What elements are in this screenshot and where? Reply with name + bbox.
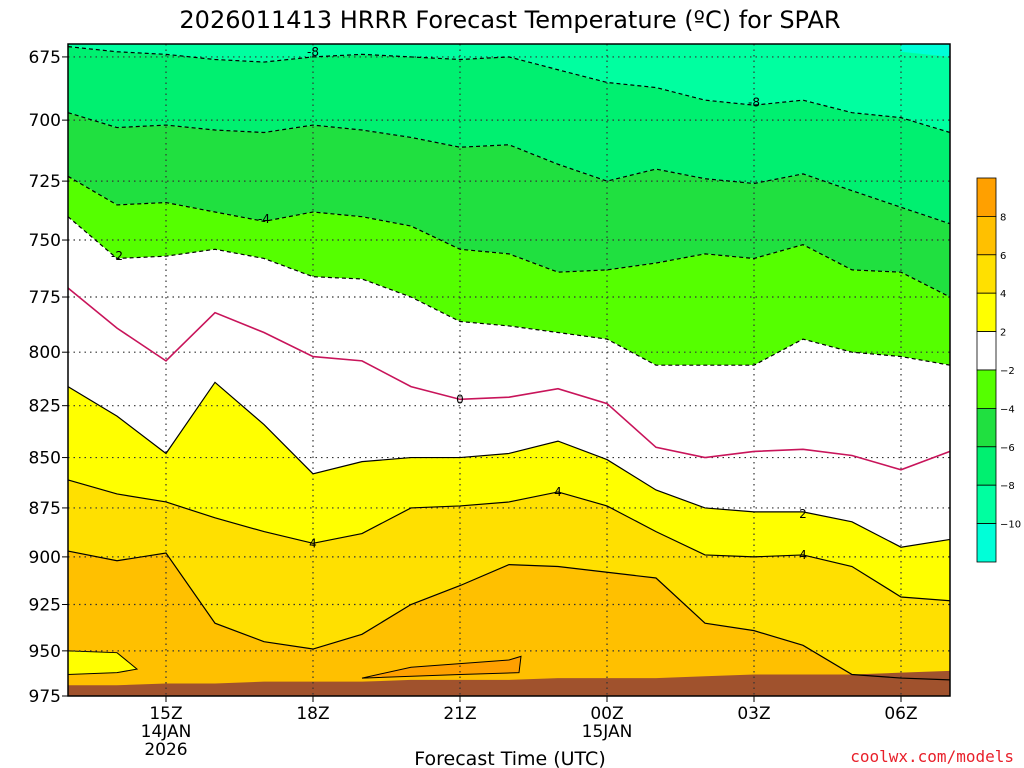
fill-band bbox=[68, 46, 950, 224]
colorbar-tick-label: −10 bbox=[1000, 520, 1021, 531]
fill-band bbox=[68, 44, 950, 133]
colorbar-swatch bbox=[976, 369, 997, 409]
x-tick-label: 00Z bbox=[590, 704, 623, 724]
contour-lines bbox=[67, 45, 951, 681]
colorbar-swatch bbox=[976, 331, 997, 371]
colorbar-tick-label: −6 bbox=[1000, 443, 1015, 454]
contour-line bbox=[67, 112, 951, 225]
contour-line bbox=[67, 216, 951, 366]
fill-band-pocket bbox=[361, 655, 522, 679]
fill-band-cold bbox=[901, 44, 950, 57]
contour-label: 0 bbox=[456, 392, 464, 406]
contour-label: 2 bbox=[799, 507, 807, 521]
x-tick-label: 03Z bbox=[737, 704, 770, 724]
colorbar-swatch bbox=[976, 215, 997, 256]
contour-line bbox=[67, 175, 951, 298]
contour-label: 4 bbox=[554, 485, 562, 499]
colorbar-swatch bbox=[976, 407, 997, 448]
contour-label: -2 bbox=[111, 249, 123, 263]
colorbar-tick-label: −8 bbox=[1000, 481, 1015, 492]
y-tick-label: 725 bbox=[29, 172, 61, 192]
fill-band bbox=[68, 176, 950, 366]
x-tick-sublabel: 15JAN bbox=[582, 722, 633, 742]
y-tick-label: 900 bbox=[29, 548, 61, 568]
colorbar-tick-label: 4 bbox=[1000, 289, 1006, 300]
y-tick-label: 950 bbox=[29, 642, 61, 662]
ground-area bbox=[68, 670, 950, 696]
ground-surface bbox=[68, 670, 950, 696]
x-tick-label: 06Z bbox=[884, 704, 917, 724]
colorbar-tick-label: 2 bbox=[1000, 328, 1006, 339]
y-tick-label: 850 bbox=[29, 449, 61, 469]
y-tick-label: 800 bbox=[29, 343, 61, 363]
contour-label: -4 bbox=[258, 212, 270, 226]
chart-title: 2026011413 HRRR Forecast Temperature (ºC… bbox=[179, 6, 840, 34]
contour-label: -8 bbox=[307, 45, 319, 59]
x-axis-label: Forecast Time (UTC) bbox=[414, 748, 605, 768]
y-tick-label: 750 bbox=[29, 231, 61, 251]
temperature-fill-bands bbox=[67, 44, 950, 696]
plot-frame bbox=[67, 43, 951, 697]
contour-label: -8 bbox=[748, 96, 760, 110]
x-tick-label: 18Z bbox=[296, 704, 329, 724]
contour-line bbox=[67, 287, 951, 471]
colorbar-swatch bbox=[976, 292, 997, 333]
contour-label: 4 bbox=[799, 548, 807, 562]
colorbar-swatch bbox=[976, 446, 997, 486]
colorbar-swatch bbox=[976, 177, 997, 217]
y-tick-label: 875 bbox=[29, 499, 61, 519]
y-tick-label: 975 bbox=[29, 687, 61, 707]
y-axis: 675 700 725 750 775 800 825 850 875 900 925 950 975 bbox=[29, 48, 68, 707]
plot-area: -8 -8 -4 -2 0 2 4 4 4 bbox=[67, 43, 951, 697]
colorbar-tick-label: −4 bbox=[1000, 404, 1015, 415]
fill-band bbox=[68, 551, 950, 696]
y-tick-label: 700 bbox=[29, 111, 61, 131]
colorbar-tick-label: 8 bbox=[1000, 212, 1006, 223]
x-tick-sublabel: 14JAN bbox=[141, 722, 192, 742]
contour-line bbox=[67, 550, 951, 681]
fill-band bbox=[68, 112, 950, 298]
colorbar-tick-label: −2 bbox=[1000, 366, 1015, 377]
colorbar: 8 6 4 2 −2 −4 −6 −8 −10 bbox=[976, 177, 1021, 563]
x-tick-sublabel: 2026 bbox=[144, 740, 187, 760]
colorbar-swatch bbox=[976, 484, 997, 525]
y-tick-label: 675 bbox=[29, 48, 61, 68]
credit-link[interactable]: coolwx.com/models bbox=[850, 747, 1014, 766]
y-tick-label: 825 bbox=[29, 397, 61, 417]
colorbar-swatch bbox=[976, 254, 997, 294]
x-tick-label: 21Z bbox=[443, 704, 476, 724]
y-tick-label: 925 bbox=[29, 596, 61, 616]
contour-line bbox=[67, 45, 951, 134]
fill-band bbox=[68, 479, 950, 680]
contour-labels: -8 -8 -4 -2 0 2 4 4 4 bbox=[111, 45, 807, 562]
y-tick-label: 775 bbox=[29, 288, 61, 308]
contour-line bbox=[67, 381, 951, 548]
x-tick-label: 15Z bbox=[149, 704, 182, 724]
fill-band bbox=[68, 216, 950, 548]
contour-label: 4 bbox=[309, 536, 317, 550]
colorbar-swatch bbox=[976, 523, 997, 563]
colorbar-tick-label: 6 bbox=[1000, 251, 1006, 262]
fill-band bbox=[68, 382, 950, 601]
contour-line bbox=[67, 479, 951, 602]
